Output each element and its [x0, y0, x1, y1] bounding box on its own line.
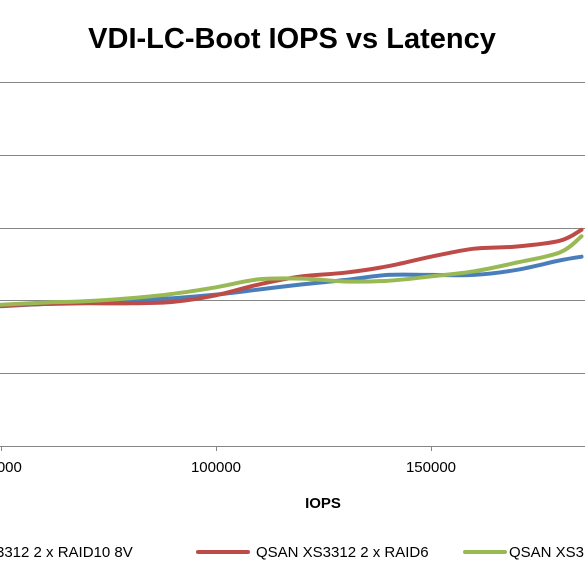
x-tick-labels: 50000 100000 150000: [0, 459, 456, 476]
x-axis-title: IOPS: [305, 495, 341, 512]
legend-label-1: 3312 2 x RAID10 8V: [0, 544, 133, 561]
chart-title: VDI-LC-Boot IOPS vs Latency: [88, 23, 496, 55]
series-line-3: [0, 234, 584, 307]
series-line-2: [0, 227, 584, 308]
x-tick-label: 50000: [0, 459, 22, 476]
legend: 3312 2 x RAID10 8V QSAN XS3312 2 x RAID6 Q…: [0, 544, 584, 561]
legend-label-3: QSAN XS3: [509, 544, 584, 561]
series-lines: [0, 227, 584, 309]
legend-label-2: QSAN XS3312 2 x RAID6: [256, 544, 429, 561]
x-tick-label: 100000: [191, 459, 241, 476]
x-tick-label: 150000: [406, 459, 456, 476]
